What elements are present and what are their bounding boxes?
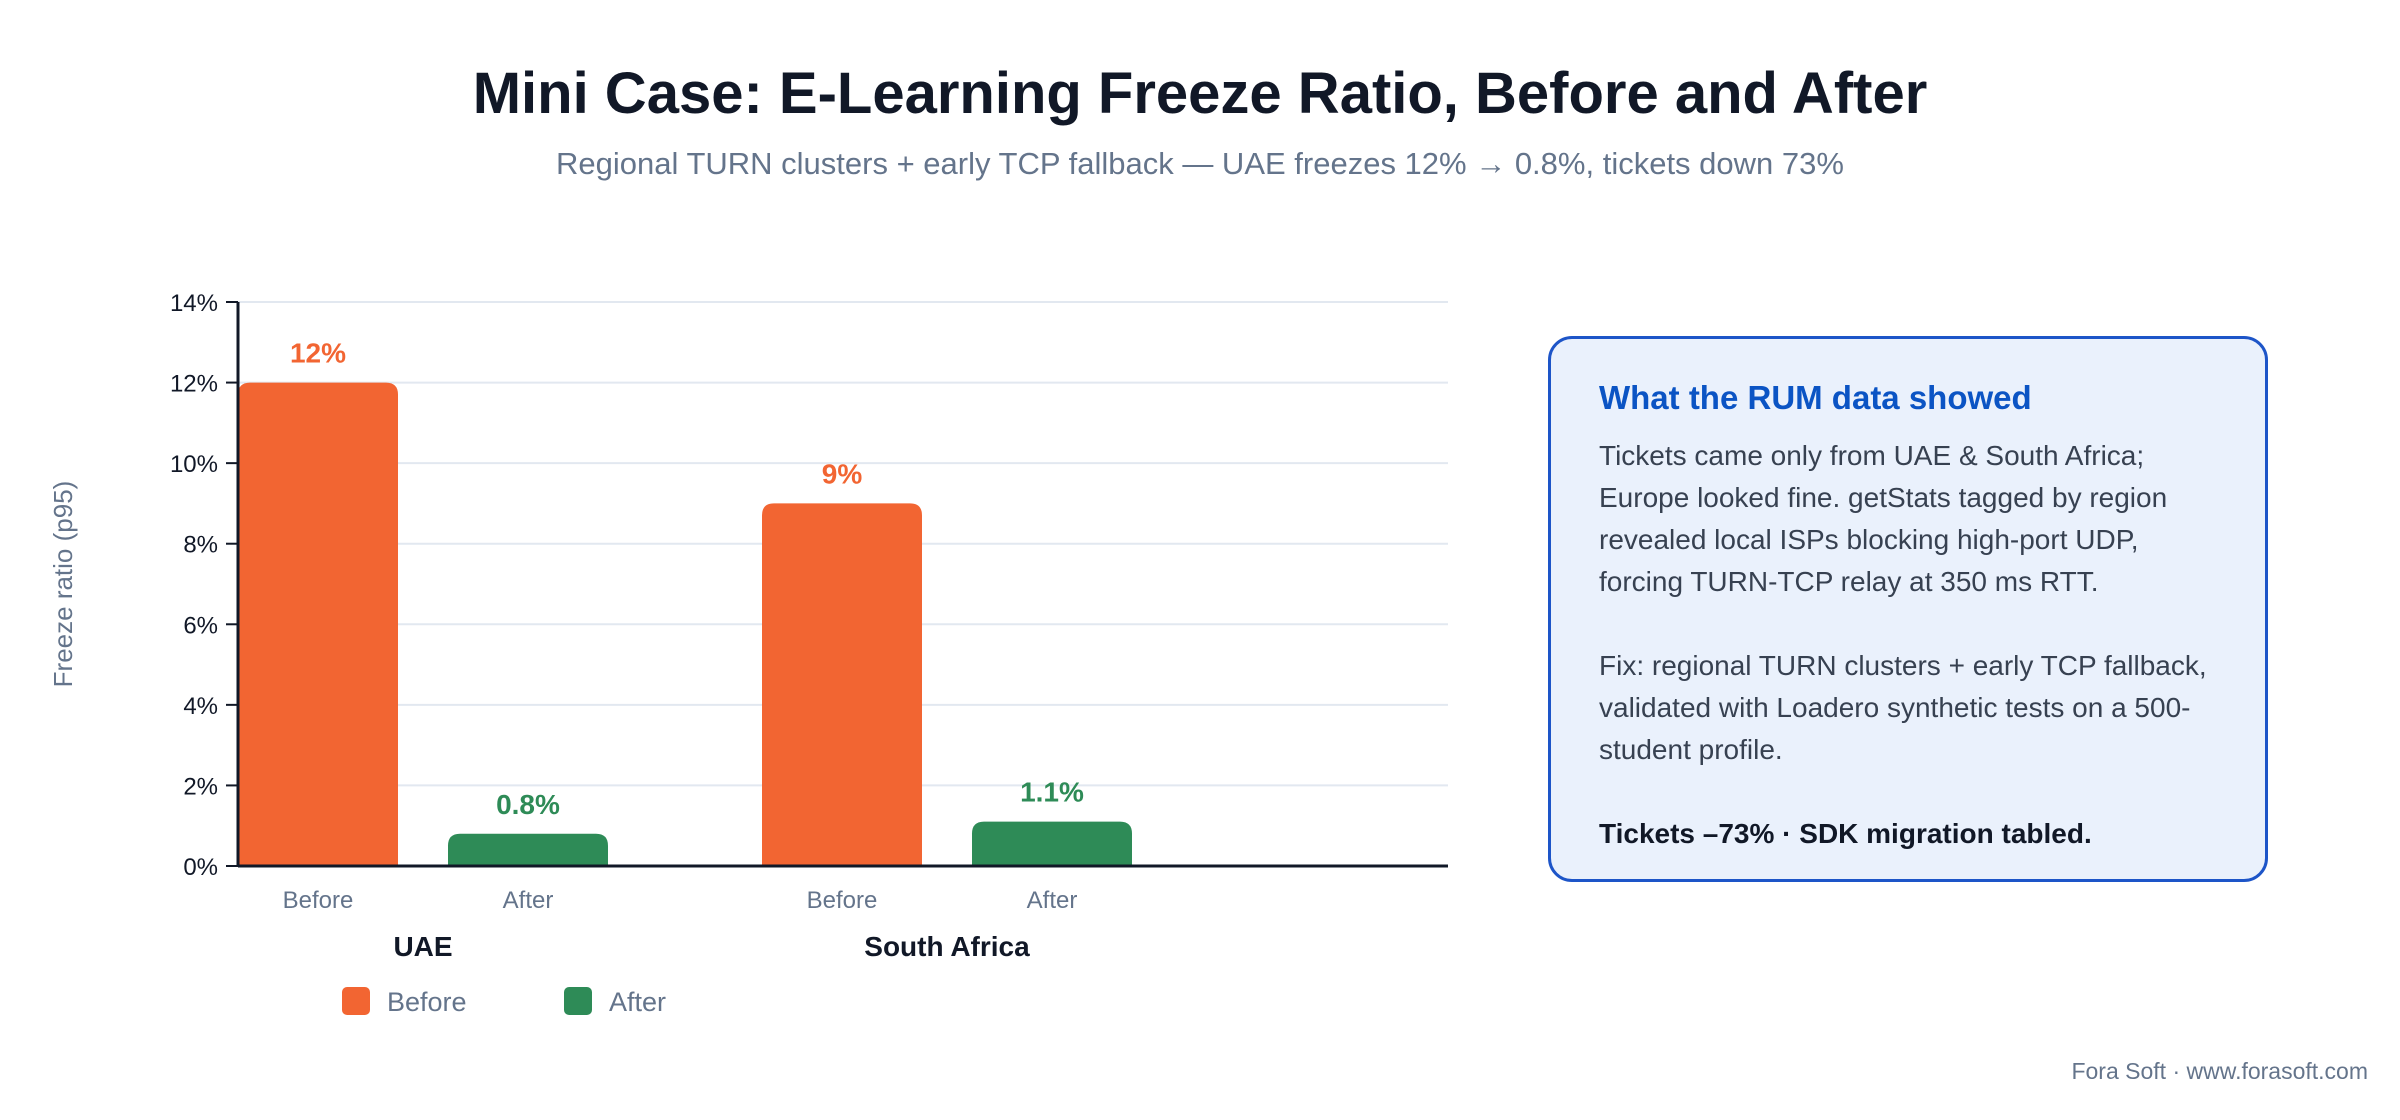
y-tick-label: 8% <box>183 532 218 559</box>
y-tick-label: 4% <box>183 693 218 720</box>
data-label: 0.8% <box>496 789 560 820</box>
group-label: South Africa <box>864 931 1030 962</box>
group-label: UAE <box>393 931 452 962</box>
bar-chart: 0% 2% 4% 6% 8% 10% 12% 14% 12% 0.8% 9% 1.1% Before… <box>48 290 1448 1017</box>
y-tick-label: 2% <box>183 773 218 800</box>
insight-card: What the RUM data showed Tickets came on… <box>1548 336 2268 882</box>
y-tick-label: 14% <box>170 290 218 317</box>
card-conclusion: Tickets –73% · SDK migration tabled. <box>1599 818 2092 849</box>
y-tick-label: 6% <box>183 612 218 639</box>
legend-swatch-after <box>564 987 592 1015</box>
x-tick-label: Before <box>283 887 354 914</box>
y-tick-label: 0% <box>183 854 218 881</box>
bar-south-africa-before <box>762 503 922 866</box>
footer-credit: Fora Soft · www.forasoft.com <box>2071 1058 2368 1084</box>
data-label: 1.1% <box>1020 777 1084 808</box>
x-tick-label: Before <box>807 887 878 914</box>
axes <box>236 302 1448 868</box>
bar-uae-before <box>238 382 398 866</box>
legend-label-after: After <box>609 987 666 1017</box>
bars: 12% 0.8% 9% 1.1% <box>238 338 1132 866</box>
y-tick-label: 10% <box>170 451 218 478</box>
legend: Before After <box>342 987 666 1017</box>
bar-south-africa-after <box>972 821 1132 866</box>
y-tick-label: 12% <box>170 371 218 398</box>
y-axis-ticks: 0% 2% 4% 6% 8% 10% 12% 14% <box>170 290 238 881</box>
x-axis-labels: Before After UAE Before After South Africa <box>283 887 1078 962</box>
data-label: 12% <box>290 338 346 369</box>
legend-swatch-before <box>342 987 370 1015</box>
card-title: What the RUM data showed <box>1599 379 2032 416</box>
chart-title: Mini Case: E-Learning Freeze Ratio, Befo… <box>472 61 1928 126</box>
card-paragraph-findings: Tickets came only from UAE & South Afric… <box>1599 440 2168 597</box>
data-label: 9% <box>822 458 863 489</box>
card-paragraph-fix: Fix: regional TURN clusters + early TCP … <box>1599 650 2207 765</box>
legend-label-before: Before <box>387 987 467 1017</box>
y-axis-label: Freeze ratio (p95) <box>48 481 78 688</box>
x-tick-label: After <box>503 887 554 914</box>
chart-subtitle: Regional TURN clusters + early TCP fallb… <box>556 146 1844 181</box>
x-tick-label: After <box>1027 887 1078 914</box>
bar-uae-after <box>448 833 608 866</box>
